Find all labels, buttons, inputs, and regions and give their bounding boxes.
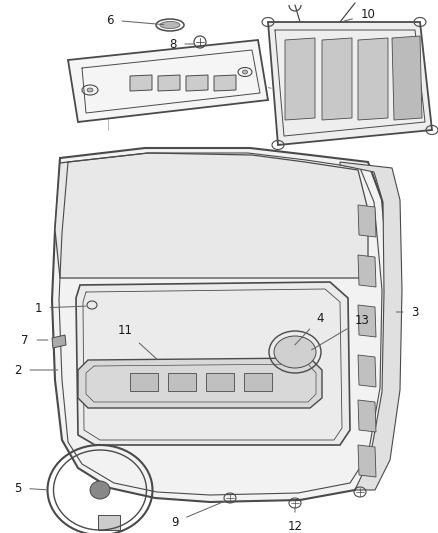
Polygon shape (358, 38, 388, 120)
Polygon shape (214, 75, 236, 91)
Text: 7: 7 (21, 334, 48, 346)
Ellipse shape (87, 88, 93, 92)
Polygon shape (322, 38, 352, 120)
Polygon shape (78, 358, 322, 408)
Polygon shape (358, 445, 376, 477)
Bar (244, 373, 272, 391)
Polygon shape (358, 355, 376, 387)
Text: 1: 1 (34, 302, 86, 314)
Polygon shape (340, 162, 402, 490)
Bar (98, 515, 120, 530)
Polygon shape (55, 153, 368, 278)
Polygon shape (52, 335, 66, 348)
Text: 13: 13 (311, 313, 369, 350)
Polygon shape (52, 148, 390, 502)
Ellipse shape (243, 70, 247, 74)
Polygon shape (68, 40, 268, 122)
Polygon shape (186, 75, 208, 91)
Ellipse shape (90, 481, 110, 499)
Text: 8: 8 (170, 37, 194, 51)
Polygon shape (76, 282, 350, 445)
Text: 5: 5 (14, 481, 46, 495)
Bar (168, 373, 196, 391)
Bar (130, 373, 158, 391)
Text: 6: 6 (106, 13, 164, 27)
Polygon shape (358, 255, 376, 287)
Polygon shape (130, 75, 152, 91)
Text: 4: 4 (295, 311, 324, 345)
Ellipse shape (160, 21, 180, 28)
Polygon shape (392, 36, 422, 120)
Polygon shape (285, 38, 315, 120)
Polygon shape (158, 75, 180, 91)
Polygon shape (358, 205, 376, 237)
Text: 2: 2 (14, 364, 58, 376)
Bar (206, 373, 234, 391)
Text: 12: 12 (287, 507, 303, 533)
Polygon shape (358, 305, 376, 337)
Polygon shape (268, 22, 432, 145)
Polygon shape (358, 400, 376, 432)
Text: 3: 3 (396, 305, 419, 319)
Text: 9: 9 (171, 500, 226, 529)
Text: 10: 10 (344, 9, 375, 21)
Text: 11: 11 (117, 324, 157, 359)
Ellipse shape (274, 336, 316, 368)
